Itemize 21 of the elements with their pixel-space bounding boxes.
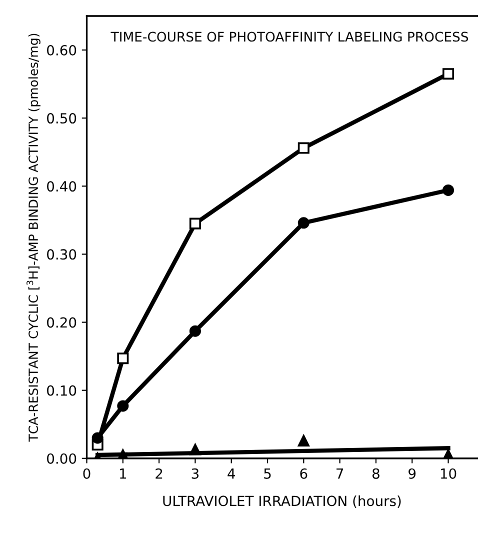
y-tick-label: 0.10 xyxy=(47,385,76,396)
x-tick-label: 3 xyxy=(192,468,199,479)
x-tick-label: 4 xyxy=(228,468,235,479)
y-axis-title: TCA-RESISTANT CYCLIC [$^{3}$H]-AMP BINDING ACTIVITY (pmoles/mg) xyxy=(26,34,40,442)
y-tick-label: 0.40 xyxy=(47,181,76,192)
x-tick-label: 2 xyxy=(156,468,162,479)
x-tick-label: 0 xyxy=(83,468,90,479)
x-tick-label: 5 xyxy=(264,468,271,479)
y-tick-label: 0.60 xyxy=(47,44,76,56)
text: TIME-COURSE OF PHOTOAFFINITY LABELING PROCESS xyxy=(110,32,468,42)
y-tick-label: 0.50 xyxy=(47,113,76,124)
x-tick-label: 8 xyxy=(372,468,380,479)
x-tick-label: 7 xyxy=(336,468,344,479)
x-tick-label: 1 xyxy=(120,468,126,479)
x-tick-label: 9 xyxy=(408,468,416,479)
y-tick-label: 0.20 xyxy=(47,317,76,328)
x-tick-label: 10 xyxy=(440,468,456,479)
y-tick-label: 0.30 xyxy=(47,249,76,260)
y-tick-label: 0.00 xyxy=(47,453,76,464)
x-axis-title: ULTRAVIOLET IRRADIATION (hours) xyxy=(163,495,401,508)
x-tick-label: 6 xyxy=(300,468,308,479)
